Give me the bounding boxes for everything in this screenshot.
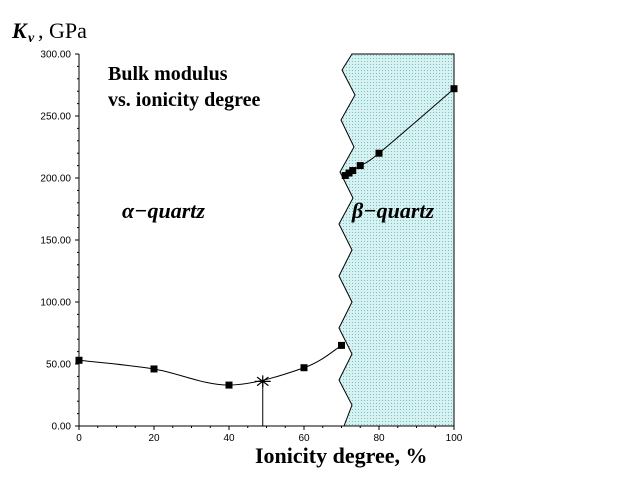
chart-title-line-2: vs. ionicity degree [108,89,261,111]
y-tick-label: 0.00 [52,422,72,433]
data-point [75,356,83,364]
data-point [150,365,158,373]
y-tick-label: 50.00 [46,360,71,371]
alpha-quartz-label: α−quartz [122,198,205,223]
beta-quartz-label: β−quartz [351,198,435,223]
star-marker-ray [256,376,269,387]
data-point [349,167,357,175]
y-axis-label-subscript: v [28,31,35,46]
data-point [338,341,345,349]
y-tick-label: 300.00 [40,50,71,61]
x-tick-label: 20 [148,433,160,444]
y-tick-label: 150.00 [40,236,71,247]
star-marker [254,375,271,388]
axis-ticks: 0.00 50.00 100.00 150.00 200.00 250.00 300.00 0… [40,50,462,445]
beta-quartz-region [338,53,455,427]
data-point [341,172,349,180]
x-tick-label: 40 [223,433,235,444]
x-axis-label: Ionicity degree, % [255,443,428,468]
y-axis-label-unit: , GPa [38,18,87,43]
data-point [225,381,233,389]
data-point [300,364,308,372]
data-points [75,85,458,426]
x-tick-label: 0 [76,433,82,444]
data-point [345,169,353,177]
chart-title-line-1: Bulk modulus [108,63,228,85]
x-tick-label: 80 [373,433,385,444]
x-tick-label: 60 [298,433,310,444]
y-tick-label: 200.00 [40,174,71,185]
data-point [375,149,383,157]
y-axis-label-symbol: K [11,18,28,43]
y-tick-label: 100.00 [40,298,71,309]
data-point [450,85,458,93]
data-point [356,162,364,170]
y-tick-label: 250.00 [40,112,71,123]
x-tick-label: 100 [446,433,463,444]
